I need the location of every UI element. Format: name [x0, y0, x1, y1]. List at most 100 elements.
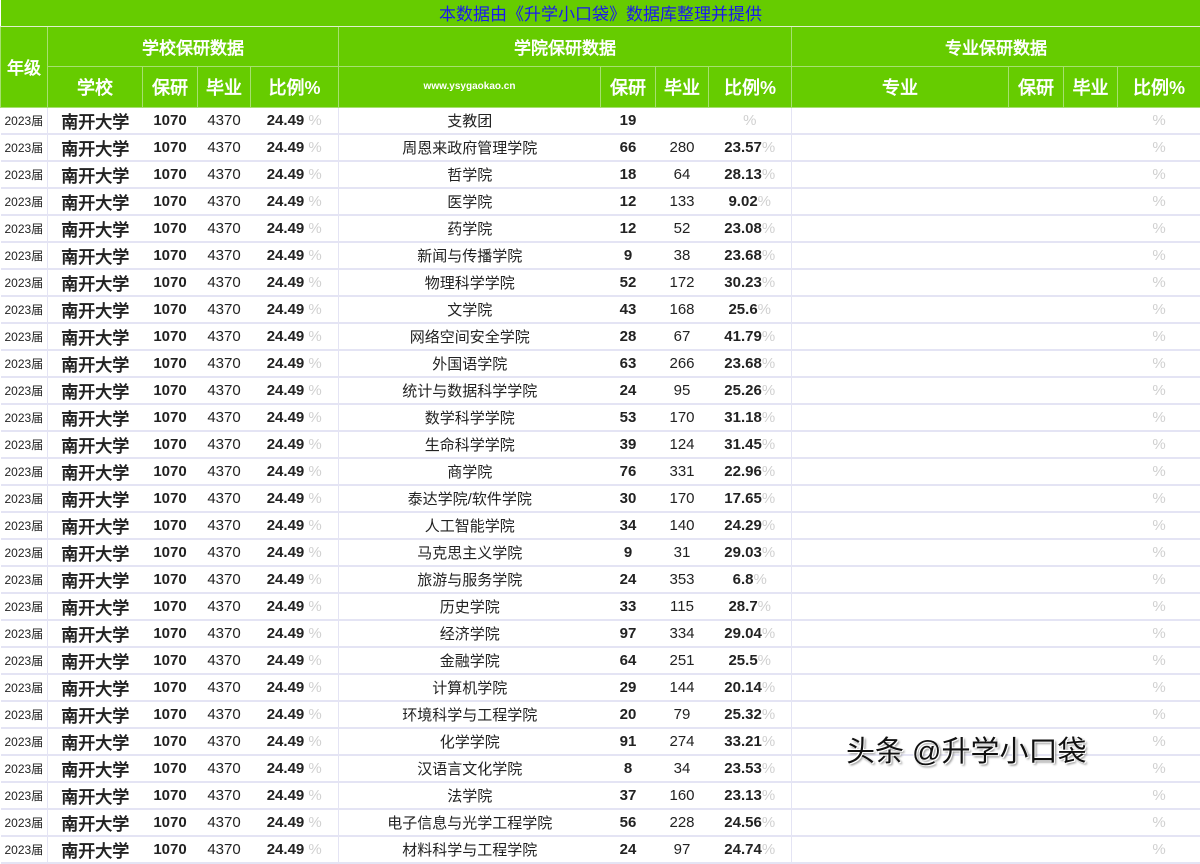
college-ratio: 23.08% [709, 215, 792, 242]
college-name: 金融学院 [339, 647, 601, 674]
school-biye: 4370 [198, 431, 251, 458]
ratio-value: 24.49 [267, 274, 305, 291]
ratio-value: 24.49 [267, 409, 305, 426]
major-ratio: % [1118, 404, 1200, 431]
school-ratio: 24.49 % [251, 269, 339, 296]
college-baoyan: 97 [601, 620, 656, 647]
college-ratio: 20.14% [709, 674, 792, 701]
major-ratio: % [1118, 323, 1200, 350]
percent-sign: % [1152, 733, 1165, 750]
major-baoyan [1009, 458, 1064, 485]
school-name: 南开大学 [48, 269, 143, 296]
school-name: 南开大学 [48, 566, 143, 593]
college-name: 材料科学与工程学院 [339, 836, 601, 863]
college-ratio: 23.57% [709, 134, 792, 161]
percent-sign: % [762, 814, 775, 831]
major-biye [1064, 647, 1118, 674]
school-name: 南开大学 [48, 215, 143, 242]
school-name: 南开大学 [48, 458, 143, 485]
major-ratio: % [1118, 350, 1200, 377]
college-biye: 172 [656, 269, 709, 296]
college-ratio: 23.68% [709, 350, 792, 377]
college-baoyan: 34 [601, 512, 656, 539]
school-name: 南开大学 [48, 161, 143, 188]
year: 2023届 [1, 755, 48, 782]
school-baoyan: 1070 [143, 512, 198, 539]
major-name [792, 836, 1009, 863]
college-name: 医学院 [339, 188, 601, 215]
ratio-value: 24.49 [267, 544, 305, 561]
major-baoyan [1009, 188, 1064, 215]
school-ratio: 24.49 % [251, 674, 339, 701]
ratio-value: 24.49 [267, 814, 305, 831]
major-ratio: % [1118, 431, 1200, 458]
school-ratio: 24.49 % [251, 107, 339, 134]
percent-sign: % [304, 571, 322, 588]
college-name: 外国语学院 [339, 350, 601, 377]
ratio-value: 24.49 [267, 247, 305, 264]
major-ratio: % [1118, 188, 1200, 215]
college-baoyan: 12 [601, 215, 656, 242]
year: 2023届 [1, 836, 48, 863]
college-baoyan: 66 [601, 134, 656, 161]
school-ratio: 24.49 % [251, 512, 339, 539]
school-ratio: 24.49 % [251, 350, 339, 377]
college-ratio: 22.96% [709, 458, 792, 485]
school-baoyan: 1070 [143, 323, 198, 350]
school-baoyan: 1070 [143, 566, 198, 593]
percent-sign: % [304, 706, 322, 723]
school-biye: 4370 [198, 269, 251, 296]
percent-sign: % [754, 571, 767, 588]
school-name: 南开大学 [48, 323, 143, 350]
major-biye [1064, 836, 1118, 863]
major-baoyan [1009, 134, 1064, 161]
college-baoyan: 28 [601, 323, 656, 350]
ratio-value: 23.53 [724, 760, 762, 777]
college-name: 泰达学院/软件学院 [339, 485, 601, 512]
major-biye [1064, 161, 1118, 188]
percent-sign: % [762, 382, 775, 399]
college-biye: 353 [656, 566, 709, 593]
college-baoyan: 39 [601, 431, 656, 458]
ratio-value: 23.68 [724, 247, 762, 264]
ratio-value: 24.49 [267, 598, 305, 615]
percent-sign: % [1152, 625, 1165, 642]
major-name [792, 215, 1009, 242]
college-biye: 97 [656, 836, 709, 863]
percent-sign: % [1152, 760, 1165, 777]
percent-sign: % [304, 517, 322, 534]
major-name [792, 161, 1009, 188]
college-ratio: 28.13% [709, 161, 792, 188]
college-baoyan: 29 [601, 674, 656, 701]
percent-sign: % [304, 652, 322, 669]
major-ratio: % [1118, 296, 1200, 323]
ratio-value: 29.04 [724, 625, 762, 642]
major-biye [1064, 107, 1118, 134]
college-biye: 280 [656, 134, 709, 161]
ratio-value: 24.49 [267, 490, 305, 507]
school-biye: 4370 [198, 107, 251, 134]
school-baoyan: 1070 [143, 728, 198, 755]
school-ratio: 24.49 % [251, 404, 339, 431]
ratio-value: 24.49 [267, 706, 305, 723]
school-baoyan: 1070 [143, 836, 198, 863]
college-name: 统计与数据科学学院 [339, 377, 601, 404]
school-name: 南开大学 [48, 701, 143, 728]
school-biye: 4370 [198, 647, 251, 674]
college-baoyan: 19 [601, 107, 656, 134]
college-name: 生命科学学院 [339, 431, 601, 458]
ratio-value: 33.21 [724, 733, 762, 750]
percent-sign: % [304, 436, 322, 453]
college-ratio: 31.45% [709, 431, 792, 458]
percent-sign: % [1152, 274, 1165, 291]
college-biye: 79 [656, 701, 709, 728]
school-name: 南开大学 [48, 512, 143, 539]
major-biye [1064, 458, 1118, 485]
school-biye: 4370 [198, 593, 251, 620]
major-name [792, 701, 1009, 728]
